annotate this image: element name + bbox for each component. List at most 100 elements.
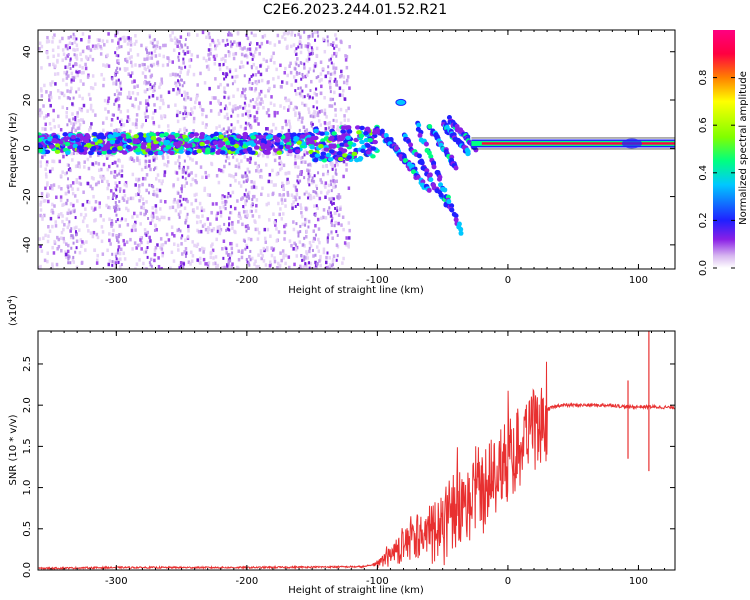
noise-streak bbox=[245, 199, 248, 203]
noise-speckle bbox=[328, 80, 331, 84]
noise-speckle bbox=[267, 193, 270, 197]
noise-streak bbox=[66, 70, 69, 74]
noise-streak bbox=[225, 228, 228, 232]
band-blob bbox=[139, 136, 145, 141]
band-blob bbox=[47, 137, 53, 142]
noise-speckle bbox=[255, 185, 258, 190]
noise-streak bbox=[244, 112, 247, 116]
noise-streak bbox=[335, 230, 338, 234]
noise-speckle bbox=[304, 149, 307, 153]
noise-speckle bbox=[39, 213, 42, 218]
noise-speckle bbox=[327, 183, 331, 188]
noise-speckle bbox=[261, 35, 265, 39]
noise-speckle bbox=[113, 170, 117, 174]
noise-speckle bbox=[56, 247, 59, 251]
noise-speckle bbox=[76, 114, 79, 118]
noise-speckle bbox=[129, 237, 132, 242]
x-tick-label: -200 bbox=[236, 576, 259, 587]
noise-streak bbox=[312, 69, 315, 73]
noise-speckle bbox=[301, 222, 305, 227]
noise-speckle bbox=[183, 126, 187, 131]
band-blob bbox=[51, 137, 58, 143]
noise-speckle bbox=[261, 254, 265, 258]
noise-speckle bbox=[312, 254, 315, 258]
noise-speckle bbox=[296, 57, 299, 61]
noise-speckle bbox=[81, 240, 84, 244]
noise-speckle bbox=[131, 135, 134, 139]
band-blob bbox=[320, 151, 327, 156]
band-blob bbox=[246, 147, 253, 152]
noise-streak bbox=[72, 96, 75, 100]
noise-streak bbox=[303, 236, 306, 240]
noise-speckle bbox=[133, 211, 136, 216]
noise-speckle bbox=[308, 240, 312, 245]
noise-speckle bbox=[43, 213, 46, 218]
noise-speckle bbox=[143, 212, 146, 217]
noise-streak bbox=[180, 43, 183, 47]
y-tick-label: 0 bbox=[22, 145, 33, 151]
noise-speckle bbox=[270, 95, 273, 99]
noise-streak bbox=[329, 72, 332, 76]
noise-speckle bbox=[333, 70, 337, 74]
band-blob bbox=[236, 134, 242, 139]
noise-speckle bbox=[105, 156, 109, 160]
noise-speckle bbox=[104, 107, 107, 111]
noise-speckle bbox=[161, 153, 165, 158]
band-blob bbox=[48, 144, 55, 149]
noise-speckle bbox=[263, 227, 267, 232]
noise-streak bbox=[74, 216, 77, 220]
noise-streak bbox=[111, 195, 114, 199]
noise-streak bbox=[74, 118, 77, 122]
band-blob bbox=[177, 140, 184, 145]
noise-speckle bbox=[61, 214, 64, 218]
noise-streak bbox=[148, 95, 151, 99]
noise-speckle bbox=[250, 204, 254, 208]
band-blob bbox=[196, 148, 203, 154]
noise-speckle bbox=[198, 260, 202, 265]
noise-speckle bbox=[198, 248, 202, 252]
noise-speckle bbox=[288, 125, 292, 129]
noise-speckle bbox=[232, 104, 235, 109]
noise-speckle bbox=[60, 187, 63, 191]
noise-speckle bbox=[246, 175, 250, 180]
noise-speckle bbox=[89, 48, 93, 52]
noise-speckle bbox=[253, 194, 256, 199]
noise-speckle bbox=[125, 36, 129, 40]
noise-streak bbox=[226, 195, 229, 199]
noise-streak bbox=[249, 114, 252, 118]
noise-speckle bbox=[255, 264, 258, 269]
noise-speckle bbox=[57, 124, 61, 128]
noise-speckle bbox=[305, 73, 309, 77]
noise-speckle bbox=[300, 120, 304, 124]
noise-streak bbox=[184, 37, 187, 41]
noise-speckle bbox=[309, 196, 313, 201]
noise-speckle bbox=[122, 238, 125, 243]
noise-speckle bbox=[197, 230, 201, 234]
noise-speckle bbox=[323, 112, 327, 116]
noise-streak bbox=[72, 255, 75, 259]
noise-speckle bbox=[43, 116, 46, 120]
noise-speckle bbox=[100, 152, 104, 157]
noise-speckle bbox=[309, 194, 313, 198]
noise-speckle bbox=[292, 220, 295, 224]
noise-speckle bbox=[337, 140, 340, 145]
noise-streak bbox=[145, 80, 148, 84]
noise-speckle bbox=[265, 59, 268, 63]
noise-speckle bbox=[306, 168, 309, 173]
band-blob bbox=[319, 131, 325, 136]
noise-streak bbox=[331, 197, 334, 201]
noise-speckle bbox=[159, 199, 163, 203]
noise-streak bbox=[154, 82, 157, 86]
noise-streak bbox=[312, 105, 315, 109]
noise-streak bbox=[223, 77, 226, 81]
noise-speckle bbox=[172, 259, 176, 263]
noise-speckle bbox=[342, 80, 346, 85]
noise-speckle bbox=[241, 91, 244, 95]
noise-speckle bbox=[99, 44, 102, 49]
noise-speckle bbox=[70, 71, 74, 76]
noise-speckle bbox=[259, 72, 263, 77]
noise-speckle bbox=[145, 200, 148, 204]
noise-speckle bbox=[294, 105, 297, 110]
noise-speckle bbox=[84, 62, 87, 67]
